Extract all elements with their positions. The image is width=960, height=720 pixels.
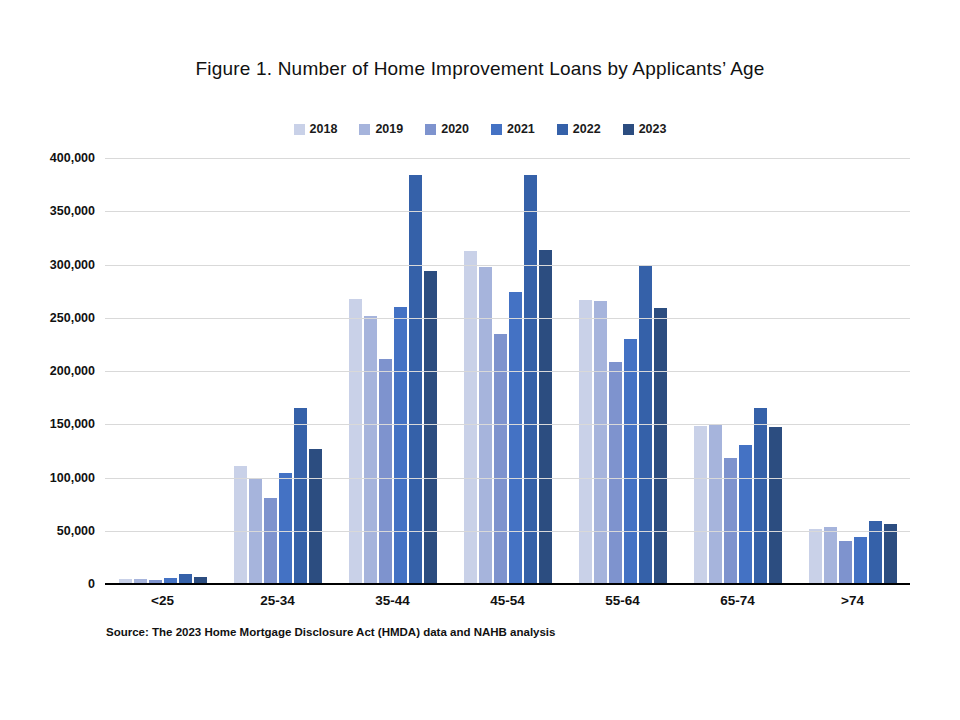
gridline xyxy=(105,158,910,159)
bar-2019-65-74 xyxy=(709,424,722,584)
bar-2021-55-64 xyxy=(624,339,637,584)
legend-swatch-icon xyxy=(623,124,634,135)
legend-swatch-icon xyxy=(294,124,305,135)
bar-2018-55-64 xyxy=(579,300,592,584)
legend-label: 2021 xyxy=(507,122,535,136)
y-tick-label: 300,000 xyxy=(3,258,95,272)
bar-2023->74 xyxy=(884,524,897,584)
y-tick-label: 250,000 xyxy=(3,311,95,325)
bar-2023-25-34 xyxy=(309,449,322,584)
legend-label: 2018 xyxy=(310,122,338,136)
legend-swatch-icon xyxy=(491,124,502,135)
bar-2021-25-34 xyxy=(279,473,292,584)
gridline xyxy=(105,211,910,212)
legend-swatch-icon xyxy=(557,124,568,135)
bar-2022-35-44 xyxy=(409,175,422,584)
y-tick-label: 350,000 xyxy=(3,204,95,218)
bar-2018-45-54 xyxy=(464,251,477,584)
bar-2019-45-54 xyxy=(479,267,492,584)
gridline xyxy=(105,424,910,425)
bar-2018->74 xyxy=(809,529,822,584)
y-tick-label: 100,000 xyxy=(3,471,95,485)
bar-2019-55-64 xyxy=(594,301,607,584)
bar-2019-35-44 xyxy=(364,316,377,584)
legend-label: 2023 xyxy=(639,122,667,136)
bar-2021->74 xyxy=(854,537,867,584)
bar-2021-35-44 xyxy=(394,307,407,584)
bar-2023-65-74 xyxy=(769,427,782,584)
x-tick-label-35-44: 35-44 xyxy=(335,593,450,608)
legend-item-2021: 2021 xyxy=(491,122,535,136)
bar-2020->74 xyxy=(839,541,852,584)
bar-2020-35-44 xyxy=(379,359,392,584)
legend-item-2023: 2023 xyxy=(623,122,667,136)
bar-2018-35-44 xyxy=(349,299,362,584)
bar-2021-65-74 xyxy=(739,445,752,585)
legend: 2018 2019 2020 2021 2022 2023 xyxy=(0,122,960,136)
y-tick-label: 400,000 xyxy=(3,151,95,165)
legend-swatch-icon xyxy=(425,124,436,135)
x-axis-labels: <2525-3435-4445-5455-6465-74>74 xyxy=(105,593,910,608)
bar-2021-45-54 xyxy=(509,292,522,584)
gridline xyxy=(105,531,910,532)
legend-item-2020: 2020 xyxy=(425,122,469,136)
gridline xyxy=(105,265,910,266)
bar-2020-25-34 xyxy=(264,498,277,584)
bar-2018-25-34 xyxy=(234,466,247,584)
legend-item-2018: 2018 xyxy=(294,122,338,136)
legend-label: 2020 xyxy=(441,122,469,136)
legend-item-2022: 2022 xyxy=(557,122,601,136)
bar-2023-55-64 xyxy=(654,308,667,584)
bar-2023-45-54 xyxy=(539,250,552,584)
bar-2018-65-74 xyxy=(694,426,707,584)
y-tick-label: 50,000 xyxy=(3,524,95,538)
bar-2022-25-34 xyxy=(294,408,307,584)
y-axis-labels: 050,000100,000150,000200,000250,000300,0… xyxy=(3,158,95,584)
y-tick-label: 0 xyxy=(3,577,95,591)
bar-chart: 050,000100,000150,000200,000250,000300,0… xyxy=(105,158,910,584)
legend-label: 2022 xyxy=(573,122,601,136)
x-tick-label-<25: <25 xyxy=(105,593,220,608)
bar-2022-65-74 xyxy=(754,408,767,584)
x-axis-line xyxy=(105,583,910,585)
bar-2020-55-64 xyxy=(609,362,622,584)
x-tick-label-65-74: 65-74 xyxy=(680,593,795,608)
x-tick-label-45-54: 45-54 xyxy=(450,593,565,608)
legend-label: 2019 xyxy=(375,122,403,136)
bar-2022-45-54 xyxy=(524,175,537,584)
x-tick-label-55-64: 55-64 xyxy=(565,593,680,608)
bar-2019->74 xyxy=(824,527,837,585)
legend-swatch-icon xyxy=(359,124,370,135)
source-note: Source: The 2023 Home Mortgage Disclosur… xyxy=(106,626,555,638)
y-tick-label: 200,000 xyxy=(3,364,95,378)
gridline xyxy=(105,371,910,372)
y-tick-label: 150,000 xyxy=(3,417,95,431)
legend-item-2019: 2019 xyxy=(359,122,403,136)
x-tick-label-25-34: 25-34 xyxy=(220,593,335,608)
x-tick-label->74: >74 xyxy=(795,593,910,608)
chart-title: Figure 1. Number of Home Improvement Loa… xyxy=(0,58,960,80)
gridline xyxy=(105,478,910,479)
slide: Figure 1. Number of Home Improvement Loa… xyxy=(0,0,960,720)
gridline xyxy=(105,318,910,319)
